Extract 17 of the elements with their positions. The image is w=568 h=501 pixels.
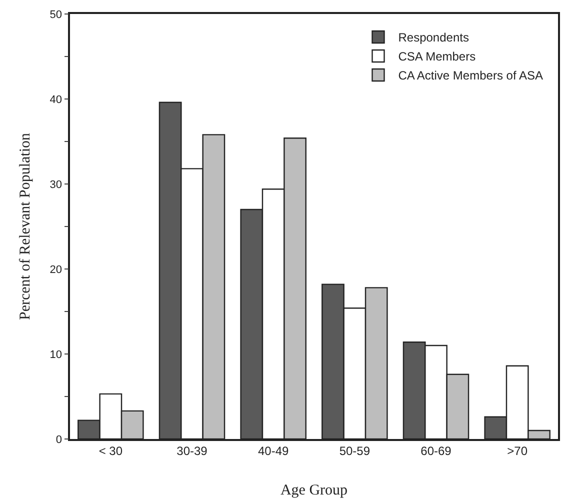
y-tick-label: 50: [50, 8, 62, 21]
legend-label: CA Active Members of ASA: [398, 68, 543, 83]
legend-label: CSA Members: [398, 50, 476, 64]
x-axis-title: Age Group: [280, 482, 348, 498]
x-tick-label: 50-59: [339, 444, 370, 458]
x-tick-label: < 30: [98, 444, 123, 458]
y-tick-label: 0: [56, 434, 62, 446]
x-tick-label: 30-39: [176, 444, 208, 458]
y-tick-label: 10: [50, 348, 62, 361]
x-tick-label: >70: [507, 444, 528, 458]
legend-label: Respondents: [398, 30, 469, 45]
x-tick-label: 60-69: [420, 444, 452, 458]
y-tick-label: 30: [50, 178, 62, 191]
x-tick-label: 40-49: [258, 444, 289, 458]
y-tick-label: 20: [50, 264, 62, 276]
y-tick-label: 40: [50, 94, 62, 106]
y-axis-title: Percent of Relevant Population: [18, 132, 34, 320]
